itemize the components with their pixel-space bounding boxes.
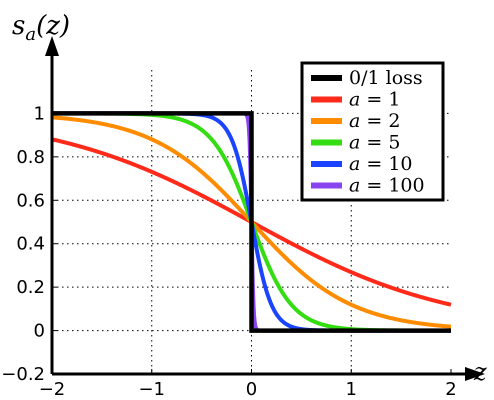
tick-labels: −2 −1 0 1 2 −0.2 0 0.2 0.4 0.6 0.8 1 <box>1 103 456 400</box>
x-axis-arrow-icon <box>465 367 485 381</box>
series-layer <box>51 111 452 333</box>
x-tick-label-3: 1 <box>346 379 357 400</box>
legend-label-1: a = 1 <box>349 89 400 111</box>
x-tick-label-4: 2 <box>445 379 456 400</box>
y-tick-label-1: 0 <box>34 321 45 342</box>
y-tick-label-3: 0.4 <box>16 234 45 255</box>
y-axis-arrow-icon <box>45 36 59 56</box>
legend-label-5: a = 100 <box>349 175 425 197</box>
legend-label-2: a = 2 <box>349 110 400 132</box>
y-tick-label-4: 0.6 <box>16 190 45 211</box>
y-tick-label-0: −0.2 <box>1 364 45 385</box>
legend-label-3: a = 5 <box>349 132 400 154</box>
y-tick-label-5: 0.8 <box>16 147 45 168</box>
y-axis-label: sa(z) <box>12 11 70 45</box>
series-line-0 <box>52 111 451 333</box>
y-tick-label-6: 1 <box>34 103 45 124</box>
x-axis-label: z <box>473 358 487 386</box>
legend-label-4: a = 10 <box>349 153 413 175</box>
axes <box>45 36 485 381</box>
x-tick-label-2: 0 <box>246 379 257 400</box>
legend-box <box>300 61 445 202</box>
x-tick-label-0: −2 <box>39 379 66 400</box>
legend-label-0: 0/1 loss <box>349 67 423 89</box>
y-tick-label-2: 0.2 <box>16 277 45 298</box>
x-tick-label-1: −1 <box>138 379 165 400</box>
